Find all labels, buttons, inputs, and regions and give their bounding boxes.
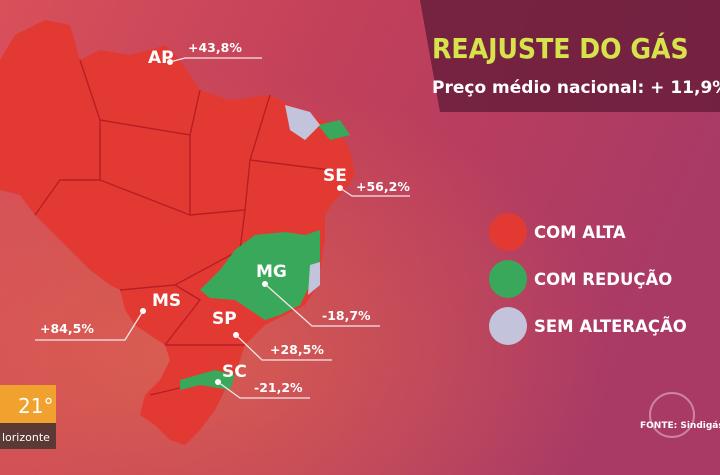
state-abbr: SC [222, 362, 247, 382]
callout-line [235, 334, 332, 361]
weather-box [0, 385, 56, 423]
map-region [308, 262, 320, 295]
legend-label: SEM ALTERAÇÃO [534, 317, 687, 336]
state-abbr: SP [212, 309, 237, 329]
state-border [119, 209, 246, 291]
header-banner [420, 0, 720, 112]
legend-swatch [489, 213, 527, 251]
state-abbr: MG [256, 262, 287, 282]
legend: COM ALTA COM REDUÇÃO SEM ALTERAÇÃO [489, 213, 687, 345]
callout-line [339, 187, 410, 197]
map-region [200, 230, 320, 320]
callout-line [169, 57, 262, 63]
weather-temperature: 21° [18, 394, 53, 418]
map-region [285, 105, 320, 140]
state-border [249, 159, 331, 171]
state-border [164, 284, 202, 346]
state-change: -18,7% [322, 308, 371, 323]
source: FONTE: Sindigás [640, 421, 720, 431]
brazil-map [0, 20, 355, 445]
state-abbr: AP [148, 48, 174, 68]
subtitle: Preço médio nacional: + 11,9% [432, 78, 720, 98]
weather-city: lorizonte [2, 431, 50, 444]
map-region [0, 20, 355, 445]
callout-line [217, 381, 310, 399]
state-change: +43,8% [188, 40, 242, 55]
state-abbr: SE [323, 166, 347, 186]
callout-line [264, 283, 380, 327]
weather-city-box [0, 423, 56, 449]
logo [649, 392, 695, 438]
title: REAJUSTE DO GÁS [432, 31, 689, 65]
legend-label: COM REDUÇÃO [534, 270, 672, 289]
legend-label: COM ALTA [534, 223, 626, 242]
state-change: +84,5% [40, 321, 94, 336]
callouts: AP +43,8% SE +56,2% MG -18,7% MS +84,5% … [35, 40, 410, 399]
callout-line [35, 310, 144, 341]
legend-swatch [489, 307, 527, 345]
state-change: +56,2% [356, 179, 410, 194]
map-region [318, 120, 350, 140]
state-abbr: MS [152, 291, 181, 311]
state-border [189, 94, 271, 216]
legend-swatch [489, 260, 527, 298]
state-change: -21,2% [254, 380, 303, 395]
state-change: +28,5% [270, 342, 324, 357]
